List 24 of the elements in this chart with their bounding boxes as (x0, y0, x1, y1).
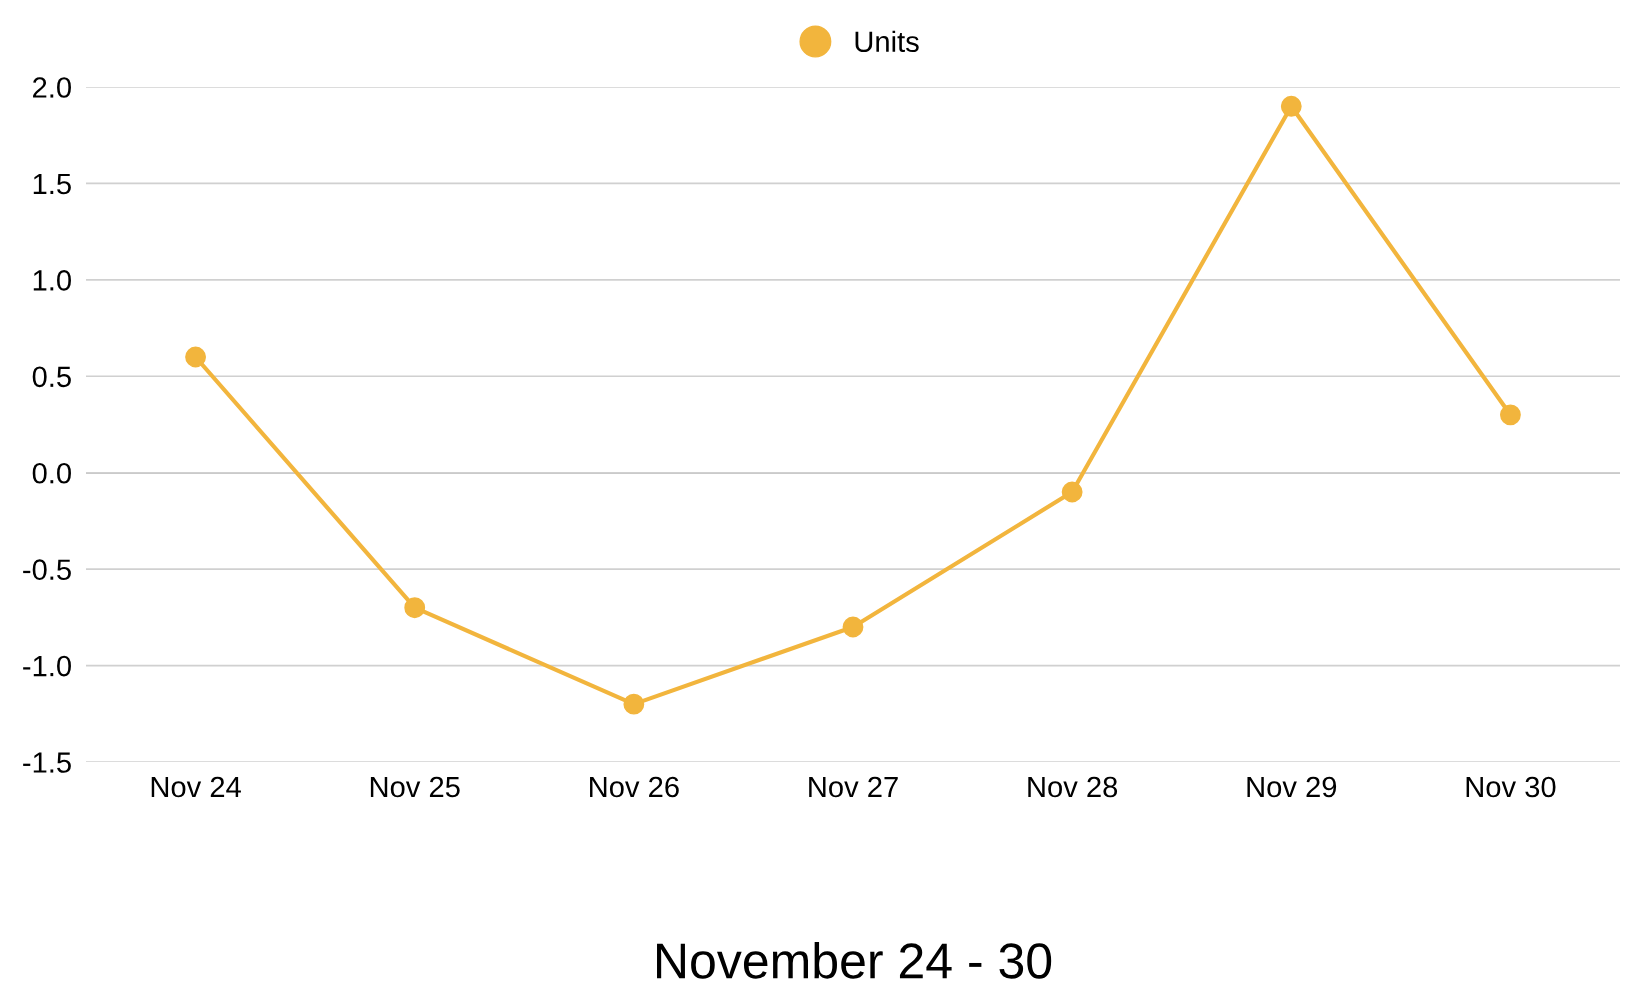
point (1061, 481, 1083, 503)
x-tick-label: Nov 26 (590, 776, 679, 798)
point (623, 693, 645, 715)
point (185, 346, 206, 368)
y-tick-label: 1.0 (33, 270, 71, 291)
y-tick-label: -1.5 (23, 752, 71, 773)
legend-label: Units (855, 30, 919, 53)
x-tick-label: Nov 29 (1247, 776, 1337, 798)
point (404, 597, 426, 619)
x-tick-label: Nov 24 (151, 776, 241, 798)
x-tick-label: Nov 28 (1028, 776, 1118, 798)
y-tick-label: 1.5 (33, 173, 71, 195)
point (1280, 95, 1302, 117)
y-tick-label: 0.5 (32, 366, 71, 388)
y-tick-label: 2.0 (33, 77, 71, 98)
y-tick-label: -1.0 (23, 655, 71, 677)
x-tick-label: Nov 30 (1466, 776, 1556, 798)
point (1500, 404, 1521, 426)
y-tick-label: -0.5 (23, 559, 71, 580)
point (842, 616, 864, 638)
x-tick-label: Nov 25 (370, 776, 460, 798)
y-tick-label: 0.0 (32, 462, 71, 484)
x-axis-title: November 24 - 30 (657, 941, 1052, 979)
x-tick-label: Nov 27 (809, 776, 898, 798)
